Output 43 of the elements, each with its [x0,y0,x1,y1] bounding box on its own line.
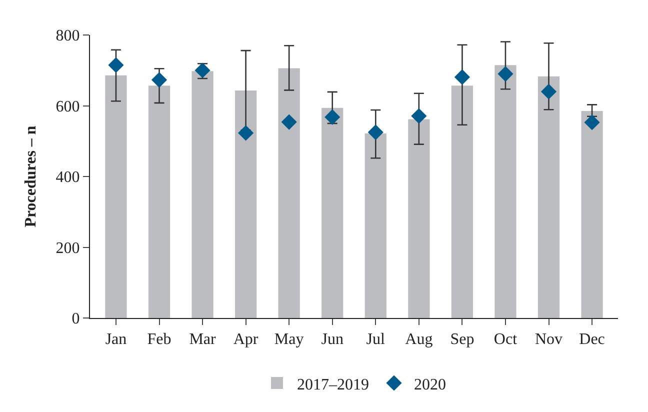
bar [364,133,386,318]
legend-label: 2017–2019 [297,376,369,394]
y-tick-label: 800 [56,28,80,45]
x-tick-label: Jul [366,331,386,348]
point [368,124,384,140]
x-tick-label: Nov [534,331,563,348]
bar [408,119,430,318]
bar [538,76,560,318]
point [498,66,514,82]
bar [494,65,516,318]
y-tick-label: 400 [56,169,80,186]
point [281,114,297,130]
y-axis-title: Procedures – n [22,126,40,228]
bar [278,68,300,318]
bar [451,86,474,318]
bar [192,71,214,318]
point [238,125,254,141]
point [454,69,470,85]
point [324,109,340,125]
x-tick-label: May [274,331,304,348]
x-tick-label: Mar [189,331,217,348]
point [584,114,600,130]
x-tick-label: Jun [321,331,344,348]
point [108,57,124,73]
bar [148,86,170,318]
y-tick-label: 600 [56,98,80,116]
bar [105,75,127,318]
bar [322,108,344,318]
x-tick-label: Jan [105,331,127,348]
x-tick-label: Apr [233,331,259,348]
point [151,72,168,88]
y-tick-label: 200 [56,240,80,257]
legend-label: 2020 [414,376,446,394]
x-tick-label: Sep [450,331,474,348]
x-tick-label: Feb [147,331,172,348]
y-tick-label: 0 [72,310,80,328]
x-tick-label: Oct [494,331,518,348]
bar [581,111,603,318]
point [411,108,427,124]
x-tick-label: Dec [579,331,605,348]
bar [234,90,257,318]
x-tick-label: Aug [405,331,433,348]
point [540,84,557,100]
